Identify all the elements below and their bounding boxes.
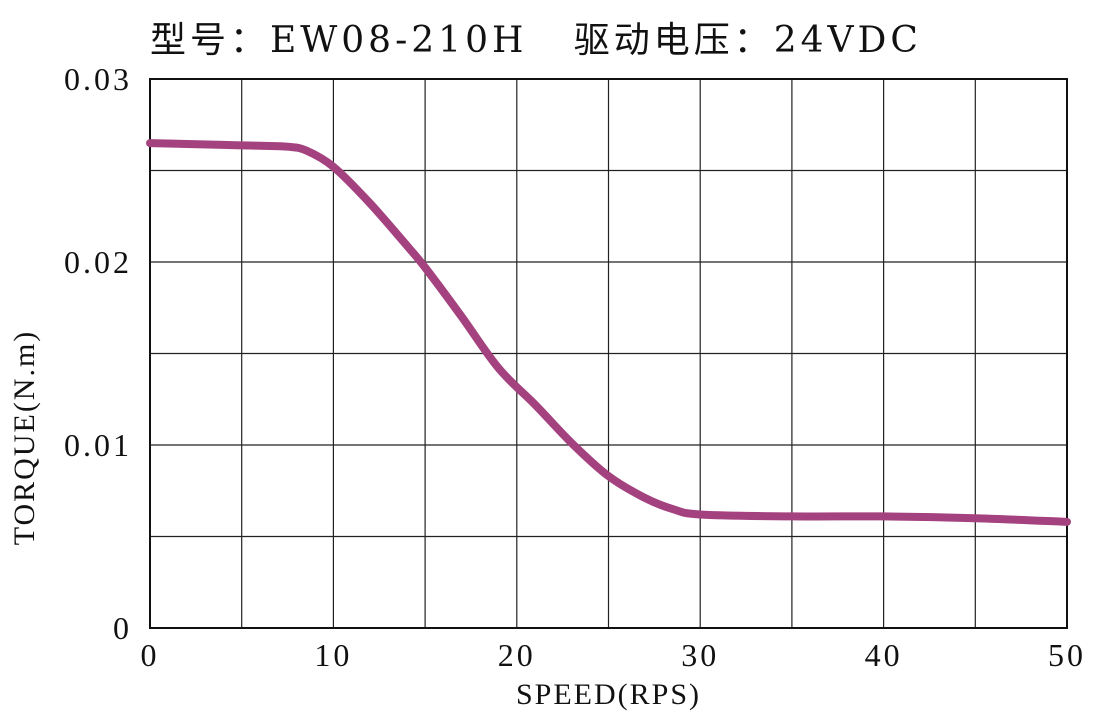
x-tick-label: 0	[141, 637, 160, 673]
x-tick-label: 40	[865, 637, 903, 673]
x-tick-label: 50	[1048, 637, 1086, 673]
grid	[150, 79, 1067, 628]
torque-curve	[146, 139, 1071, 526]
series-layer	[146, 139, 1071, 526]
y-tick-label: 0.03	[64, 61, 132, 97]
y-tick-label: 0.01	[64, 427, 132, 463]
plot-frame	[149, 78, 1068, 629]
chart-title: 型号：EW08-210H 驱动电压：24VDC	[150, 20, 922, 61]
x-tick-label: 30	[681, 637, 719, 673]
x-axis-label: SPEED(RPS)	[516, 678, 701, 711]
y-tick-labels: 0 0.01 0.02 0.03	[64, 61, 132, 646]
x-tick-label: 20	[498, 637, 536, 673]
x-tick-label: 10	[314, 637, 352, 673]
y-axis-label: TORQUE(N.m)	[8, 330, 41, 546]
x-tick-labels: 0 10 20 30 40 50	[141, 637, 1086, 673]
y-tick-label: 0	[113, 610, 132, 646]
y-tick-label: 0.02	[64, 244, 132, 280]
